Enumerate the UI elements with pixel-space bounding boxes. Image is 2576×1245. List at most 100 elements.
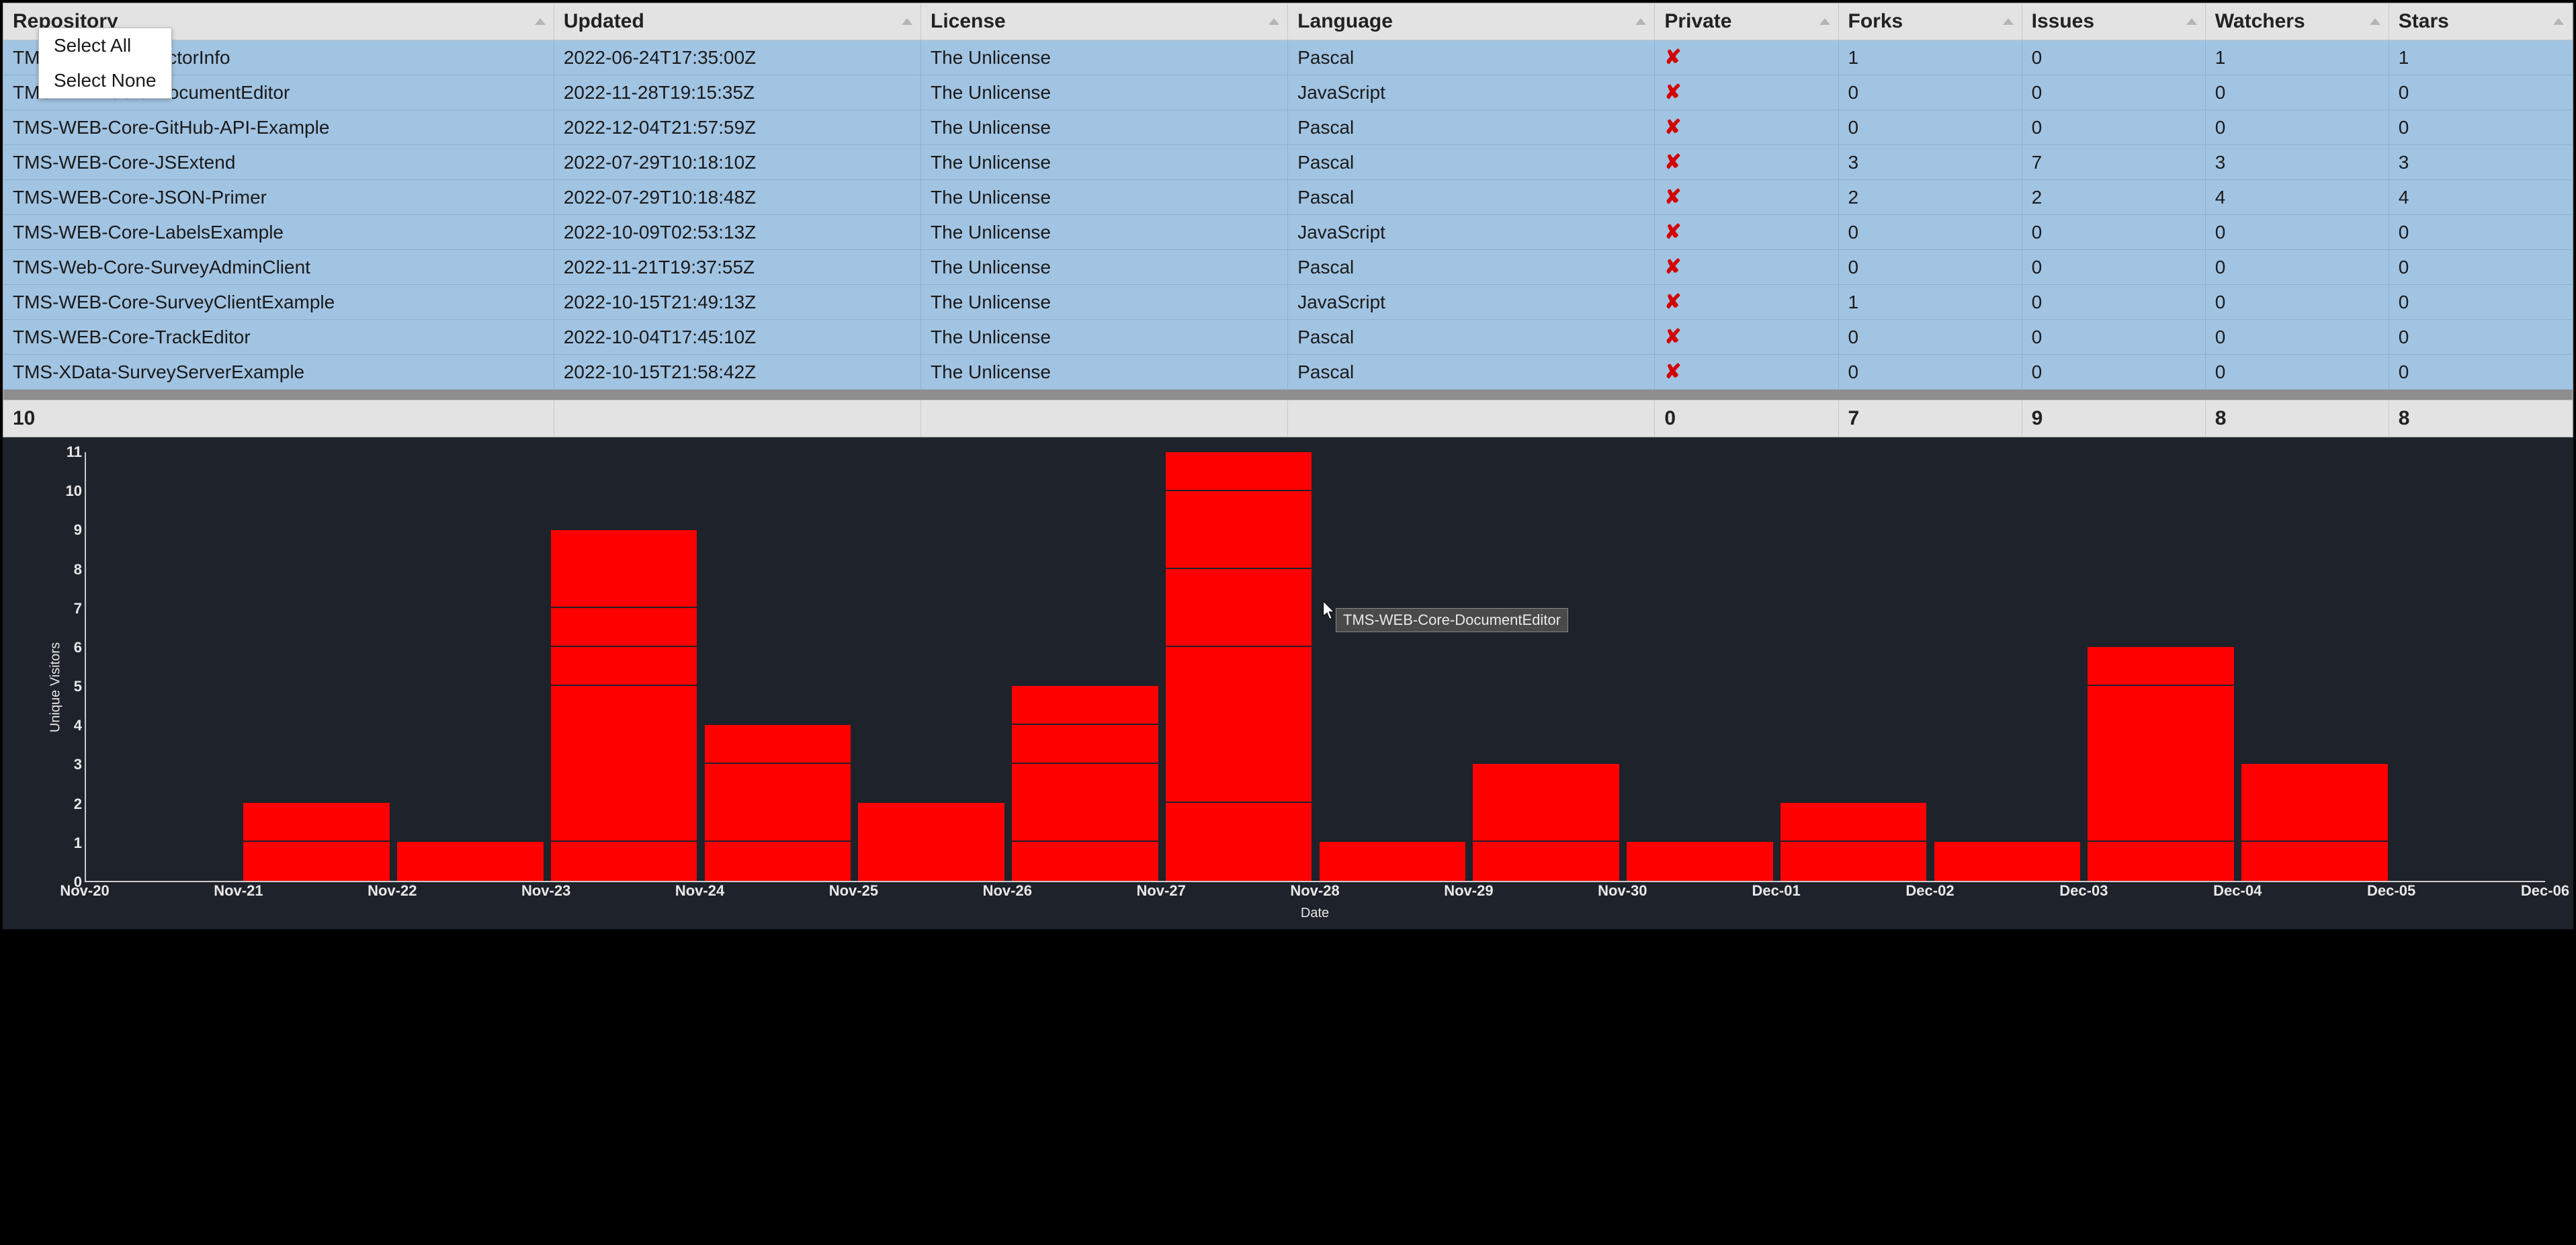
col-header-private[interactable]: Private	[1655, 3, 1838, 40]
cell-private: ✘	[1655, 180, 1838, 215]
cell-updated: 2022-11-21T19:37:55Z	[554, 250, 920, 285]
sort-asc-icon[interactable]	[2553, 18, 2564, 25]
cell-watchers: 0	[2205, 250, 2389, 285]
sort-asc-icon[interactable]	[1635, 18, 1646, 25]
private-false-icon: ✘	[1664, 151, 1681, 173]
chart-bar[interactable]	[397, 842, 543, 881]
footer-cell-stars: 8	[2389, 400, 2572, 437]
sort-asc-icon[interactable]	[902, 18, 912, 25]
table-row[interactable]: TMS-WEB-Core-SurveyClientExample2022-10-…	[3, 285, 2573, 320]
col-header-forks[interactable]: Forks	[1838, 3, 2022, 40]
cell-license: The Unlicense	[921, 215, 1288, 250]
x-tick: Nov-29	[1444, 882, 1493, 900]
cell-issues: 7	[2022, 145, 2205, 180]
y-tick: 9	[42, 521, 82, 539]
col-header-issues[interactable]: Issues	[2022, 3, 2205, 40]
menu-select-none[interactable]: Select None	[39, 63, 171, 98]
cell-language: Pascal	[1288, 110, 1655, 145]
sort-asc-icon[interactable]	[1269, 18, 1279, 25]
sort-asc-icon[interactable]	[2003, 18, 2014, 25]
table-footer-row: 1007988	[3, 400, 2573, 437]
bar-segment-divider	[2088, 685, 2233, 686]
col-header-updated[interactable]: Updated	[554, 3, 920, 40]
table-row[interactable]: TMS-WEB-Core-GitHub-API-Example2022-12-0…	[3, 110, 2573, 145]
table-row[interactable]: TMS-WEB-Core-DocumentEditor2022-11-28T19…	[3, 75, 2573, 110]
table-row[interactable]: TMS-WEB-Core-LabelsExample2022-10-09T02:…	[3, 215, 2573, 250]
cell-private: ✘	[1655, 215, 1838, 250]
cell-repo: TMS-WEB-Core-LabelsExample	[3, 215, 554, 250]
x-tick: Nov-23	[521, 882, 570, 900]
private-false-icon: ✘	[1664, 46, 1681, 69]
bar-segment-divider	[1012, 763, 1158, 764]
x-tick: Nov-28	[1290, 882, 1339, 900]
sort-asc-icon[interactable]	[2186, 18, 2197, 25]
chart-bar[interactable]	[1320, 842, 1465, 881]
private-false-icon: ✘	[1664, 116, 1681, 138]
footer-cell-language	[1288, 400, 1655, 437]
menu-select-all[interactable]: Select All	[39, 28, 171, 63]
sort-asc-icon[interactable]	[535, 18, 546, 25]
col-header-language[interactable]: Language	[1288, 3, 1655, 40]
cell-issues: 0	[2022, 355, 2205, 390]
table-row[interactable]: TMS-Web-Core-SurveyAdminClient2022-11-21…	[3, 250, 2573, 285]
bar-segment-divider	[551, 646, 697, 647]
chart-plot-area[interactable]: TMS-WEB-Core-DocumentEditor	[85, 452, 2545, 882]
cell-license: The Unlicense	[921, 110, 1288, 145]
sort-asc-icon[interactable]	[2370, 18, 2380, 25]
cell-license: The Unlicense	[921, 320, 1288, 355]
col-header-watchers[interactable]: Watchers	[2205, 3, 2389, 40]
cell-issues: 0	[2022, 40, 2205, 75]
table-row[interactable]: TMS-WEB-Core-JSON-Primer2022-07-29T10:18…	[3, 180, 2573, 215]
chart-bar[interactable]	[2088, 647, 2233, 881]
cell-language: JavaScript	[1288, 215, 1655, 250]
cell-issues: 0	[2022, 110, 2205, 145]
bar-segment-divider	[705, 841, 851, 842]
table-body: TMS-WEB-Core-ActorInfo2022-06-24T17:35:0…	[3, 40, 2573, 390]
table-row[interactable]: TMS-WEB-Core-TrackEditor2022-10-04T17:45…	[3, 320, 2573, 355]
cell-forks: 1	[1838, 40, 2022, 75]
bar-segment-divider	[1012, 841, 1158, 842]
cell-private: ✘	[1655, 355, 1838, 390]
cell-updated: 2022-10-09T02:53:13Z	[554, 215, 920, 250]
bar-segment-divider	[551, 841, 697, 842]
cell-private: ✘	[1655, 75, 1838, 110]
chart-bar[interactable]	[1473, 764, 1619, 881]
chart-bar[interactable]	[551, 530, 697, 881]
chart-bar[interactable]	[1934, 842, 2080, 881]
table-row[interactable]: TMS-WEB-Core-ActorInfo2022-06-24T17:35:0…	[3, 40, 2573, 75]
x-tick: Nov-30	[1598, 882, 1647, 900]
bar-segment-divider	[243, 841, 389, 842]
bar-segment-divider	[1473, 841, 1619, 842]
cell-issues: 0	[2022, 250, 2205, 285]
cell-stars: 0	[2389, 250, 2572, 285]
chart-bar[interactable]	[1166, 452, 1312, 881]
table-row[interactable]: TMS-WEB-Core-JSExtend2022-07-29T10:18:10…	[3, 145, 2573, 180]
x-tick: Dec-03	[2059, 882, 2108, 900]
sort-asc-icon[interactable]	[1819, 18, 1830, 25]
y-tick: 5	[42, 678, 82, 695]
cell-private: ✘	[1655, 285, 1838, 320]
table-row[interactable]: TMS-XData-SurveyServerExample2022-10-15T…	[3, 355, 2573, 390]
cell-updated: 2022-06-24T17:35:00Z	[554, 40, 920, 75]
chart-bar[interactable]	[1012, 686, 1158, 881]
chart-bar[interactable]	[1627, 842, 1772, 881]
cell-license: The Unlicense	[921, 75, 1288, 110]
chart-bar[interactable]	[243, 803, 389, 881]
visitors-chart-panel: Unique Visitors 01234567891011 TMS-WEB-C…	[3, 437, 2573, 929]
col-header-stars[interactable]: Stars	[2389, 3, 2572, 40]
chart-bar[interactable]	[2241, 764, 2387, 881]
cell-repo: TMS-WEB-Core-SurveyClientExample	[3, 285, 554, 320]
cursor-icon	[1322, 601, 1337, 624]
x-tick: Nov-21	[214, 882, 263, 900]
cell-repo: TMS-XData-SurveyServerExample	[3, 355, 554, 390]
bar-segment-divider	[1166, 490, 1312, 491]
cell-stars: 0	[2389, 320, 2572, 355]
repo-table-panel: RepositoryUpdatedLicenseLanguagePrivateF…	[3, 3, 2573, 437]
chart-bar[interactable]	[1780, 803, 1926, 881]
chart-bar[interactable]	[858, 803, 1004, 881]
cell-language: Pascal	[1288, 40, 1655, 75]
col-header-license[interactable]: License	[921, 3, 1288, 40]
cell-issues: 0	[2022, 75, 2205, 110]
y-tick: 2	[42, 796, 82, 813]
chart-bar[interactable]	[705, 725, 851, 881]
